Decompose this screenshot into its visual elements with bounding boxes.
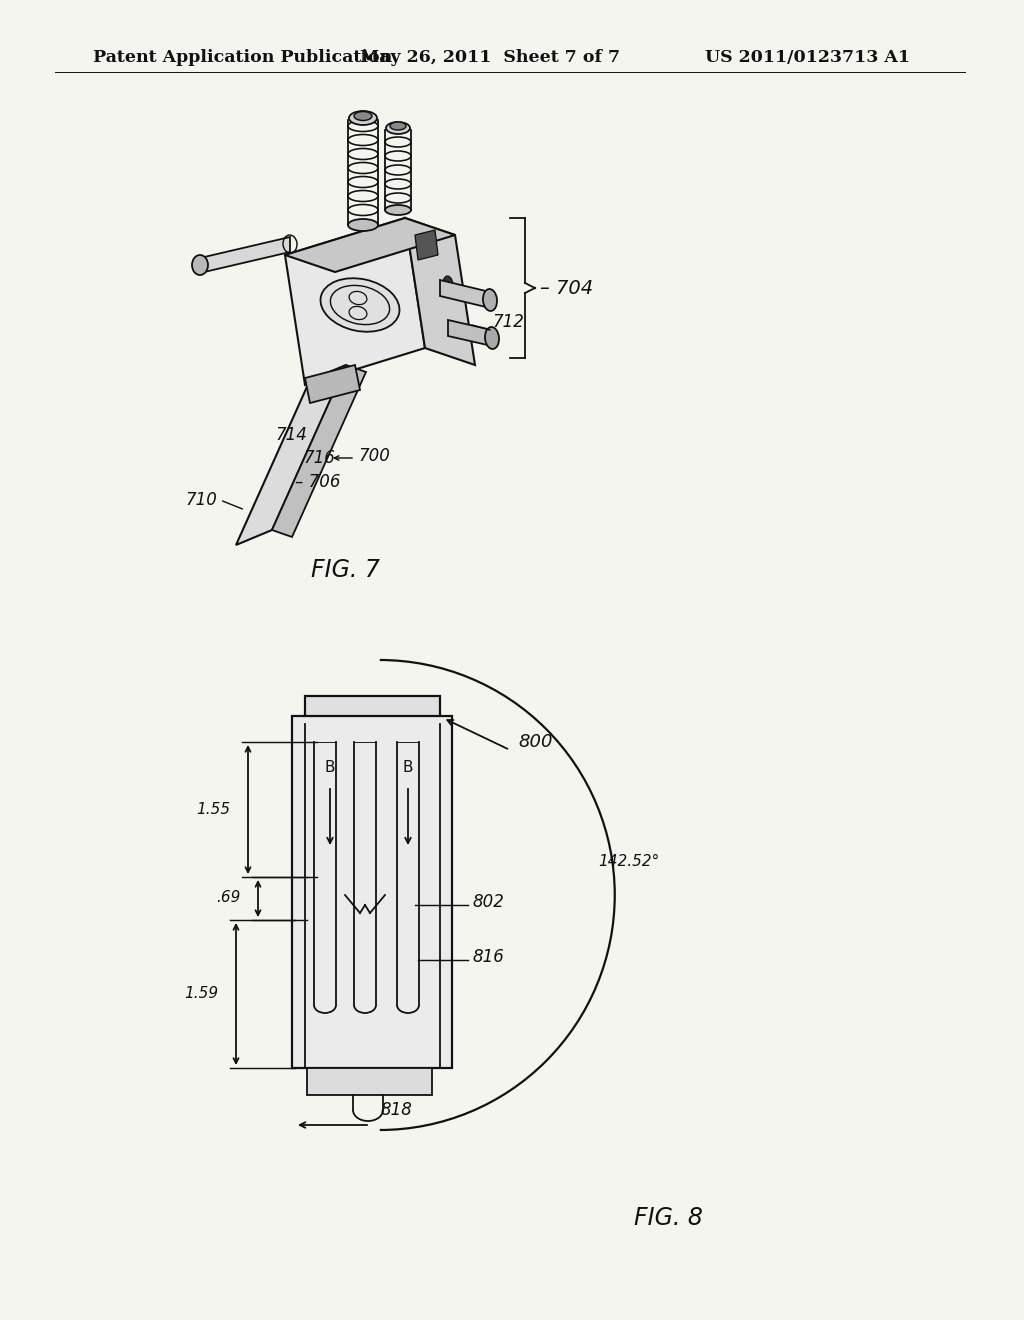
Ellipse shape [321,279,399,331]
Ellipse shape [349,111,377,125]
Polygon shape [272,366,366,537]
Bar [307,1068,432,1096]
Bar [305,696,440,723]
Text: 802: 802 [472,894,504,911]
Text: FIG. 8: FIG. 8 [634,1206,702,1230]
Polygon shape [440,280,490,308]
Text: 716: 716 [303,449,335,467]
Text: US 2011/0123713 A1: US 2011/0123713 A1 [705,49,910,66]
Ellipse shape [483,289,497,312]
Text: 1.55: 1.55 [196,801,230,817]
Text: 714: 714 [275,426,307,444]
Polygon shape [200,238,290,273]
Polygon shape [305,366,360,403]
Bar [292,715,452,1068]
Ellipse shape [390,121,406,129]
Text: .69: .69 [216,891,240,906]
Text: 816: 816 [472,948,504,966]
Polygon shape [285,218,425,385]
Text: B: B [402,760,414,776]
Text: 700: 700 [358,447,390,465]
Ellipse shape [193,255,208,275]
Text: Patent Application Publication: Patent Application Publication [93,49,392,66]
Text: 818: 818 [380,1101,412,1119]
Text: B: B [325,760,335,776]
Text: 800: 800 [518,733,553,751]
Polygon shape [449,319,492,346]
Ellipse shape [386,121,410,135]
Polygon shape [236,366,346,545]
Ellipse shape [385,205,411,215]
Text: – 706: – 706 [295,473,341,491]
Polygon shape [415,230,438,260]
Ellipse shape [443,276,453,294]
Text: May 26, 2011  Sheet 7 of 7: May 26, 2011 Sheet 7 of 7 [360,49,621,66]
Ellipse shape [348,219,378,231]
Text: 710: 710 [185,491,217,510]
Ellipse shape [354,111,372,120]
Text: 712: 712 [492,313,524,331]
Ellipse shape [485,327,499,348]
Polygon shape [406,218,475,366]
Polygon shape [285,218,455,272]
Text: 142.52°: 142.52° [598,854,659,870]
Text: 1.59: 1.59 [184,986,218,1002]
Text: FIG. 7: FIG. 7 [310,558,380,582]
Text: – 704: – 704 [540,279,593,297]
